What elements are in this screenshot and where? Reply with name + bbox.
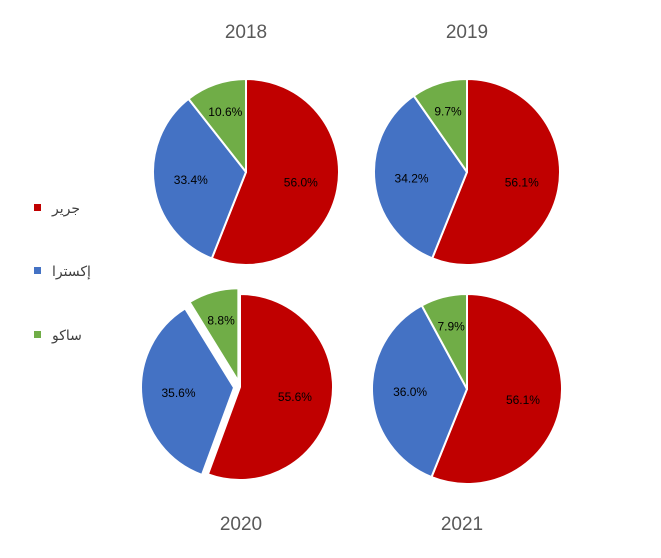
chart-title-2018: 2018 xyxy=(225,22,267,43)
legend-label-extra: إكسترا xyxy=(52,264,91,280)
data-label-saco-2018: 10.6% xyxy=(208,105,242,119)
pie-slice-jarir-2019 xyxy=(431,78,561,266)
data-label-saco-2021: 7.9% xyxy=(437,319,465,333)
pie-slice-extra-2021 xyxy=(371,304,468,479)
data-label-extra-2018: 33.4% xyxy=(174,173,208,187)
pie-slice-saco-2019 xyxy=(412,78,468,173)
chart-title-2021: 2021 xyxy=(441,514,483,535)
pie-chart-2018: 56.0% 33.4% 10.6% xyxy=(152,78,340,266)
chart-title-2020: 2020 xyxy=(220,514,262,535)
legend-swatch-jarir xyxy=(34,204,41,211)
pie-slice-saco-2021 xyxy=(420,293,468,390)
data-label-jarir-2021: 56.1% xyxy=(506,393,540,407)
pie-slice-extra-2020 xyxy=(140,307,236,476)
pie-slice-saco-2020 xyxy=(188,287,240,383)
data-label-jarir-2020: 55.6% xyxy=(278,390,312,404)
data-label-extra-2021: 36.0% xyxy=(393,385,427,399)
data-label-jarir-2019: 56.1% xyxy=(505,176,539,190)
legend-label-jarir: جرير xyxy=(51,201,80,217)
legend-swatch-saco xyxy=(34,331,41,338)
pie-slice-saco-2018 xyxy=(187,78,247,173)
pie-chart-2019: 56.1% 34.2% 9.7% xyxy=(373,78,561,266)
chart-title-2019: 2019 xyxy=(446,22,488,43)
pie-slice-jarir-2020 xyxy=(206,293,334,481)
legend-label-saco: ساكو xyxy=(51,328,82,344)
pie-slice-extra-2018 xyxy=(152,97,247,260)
legend: جرير إكسترا ساكو xyxy=(34,201,91,344)
pie-chart-2021: 56.1% 36.0% 7.9% xyxy=(371,293,563,485)
pie-slice-jarir-2021 xyxy=(430,293,563,485)
legend-swatch-extra xyxy=(34,267,41,274)
pie-chart-2020: 55.6% 35.6% 8.8% xyxy=(140,287,334,481)
data-label-jarir-2018: 56.0% xyxy=(284,175,318,189)
data-label-saco-2020: 8.8% xyxy=(207,313,235,327)
pie-slice-jarir-2018 xyxy=(210,78,340,266)
pie-slice-extra-2019 xyxy=(373,94,468,260)
data-label-saco-2019: 9.7% xyxy=(434,105,462,119)
data-label-extra-2019: 34.2% xyxy=(395,171,429,185)
data-label-extra-2020: 35.6% xyxy=(161,386,195,400)
